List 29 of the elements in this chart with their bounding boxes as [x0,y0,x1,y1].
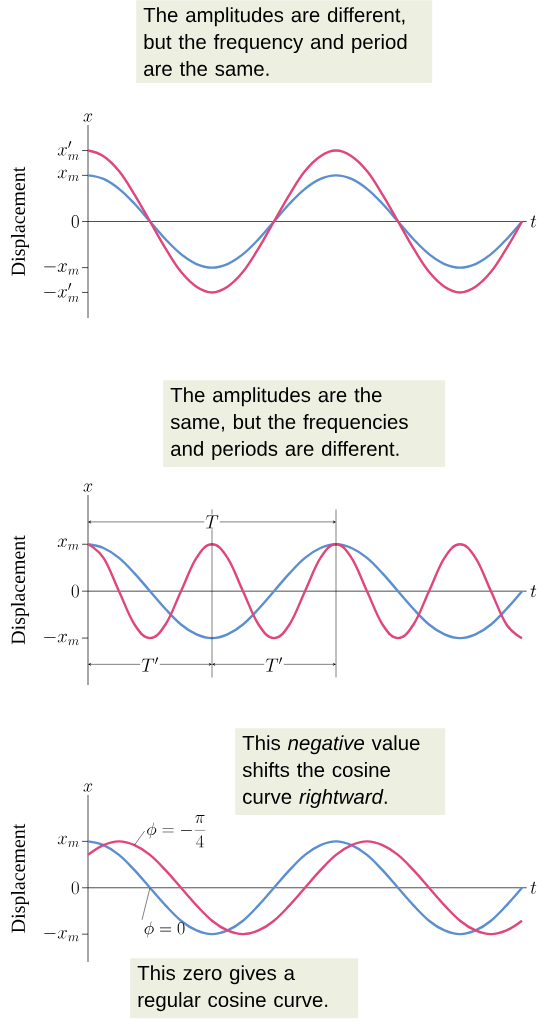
text: The amplitudes are different, but the frequency and period are the same. [143,7,407,76]
text: $x$ [83,483,93,492]
x-axis-title: $t$ [530,881,537,894]
text: $-x'_m$ [44,282,79,303]
text: $-x_m$ [44,633,79,646]
text: $x_m$ [57,835,79,848]
y-axis-title: Displacement [10,535,30,645]
text: $x_m$ [57,538,79,550]
text: $x_m$ [57,169,79,181]
series-label: $\phi = 0$ [144,921,185,938]
text: $0$ [71,215,79,228]
text: $-x_m$ [44,263,79,275]
x-axis-title: $t$ [530,585,537,598]
x-axis-title: $t$ [530,215,537,228]
series-label: $\phi = -\frac{\pi}{4}$ [147,815,206,848]
text: $x$ [83,113,93,122]
text: $-x_m$ [44,929,79,942]
y-axis-title: Displacement [10,166,30,276]
text: $0$ [71,584,79,598]
text: $0$ [71,881,79,895]
text: $x'_m$ [57,141,79,161]
text: $T$ [205,515,219,529]
text: The amplitudes are the same, but the frequencies and periods are different. [170,387,408,461]
text: This negative value shifts the cosine curve rightward. [242,735,420,809]
text: This zero gives a regular cosine curve. [137,965,328,1012]
y-axis-title: Displacement [10,823,30,933]
text: $T'$ [141,657,159,672]
text: $x$ [83,783,93,792]
text: $T'$ [265,657,283,672]
